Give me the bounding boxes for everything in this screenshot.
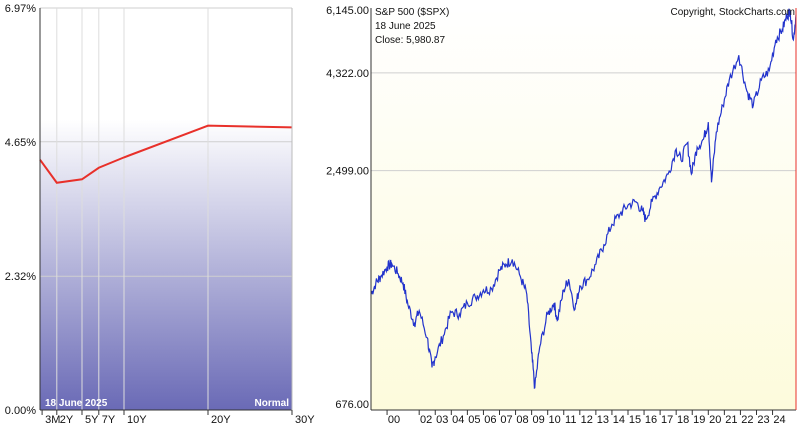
- sp500-date-label: 18 June 2025: [375, 21, 436, 32]
- sp500-x-tick-label: 05: [468, 414, 480, 426]
- sp500-x-tick-label: 08: [516, 414, 528, 426]
- yield-x-tick-label: 30Y: [295, 414, 315, 426]
- yield-curve-panel: 6.97% 4.65% 2.32% 0.00% 3M 2Y 5Y 7Y 10Y 20Y 30Y 1…: [5, 3, 315, 426]
- sp500-title: S&P 500 ($SPX): [375, 7, 449, 18]
- sp500-x-tick-label: 13: [597, 414, 609, 426]
- yield-y-tick-label: 6.97%: [5, 3, 36, 15]
- yield-x-tick-label: 20Y: [211, 414, 231, 426]
- yield-x-axis-ticks: 3M 2Y 5Y 7Y 10Y 20Y 30Y: [41, 410, 315, 426]
- sp500-x-tick-label: 02: [420, 414, 432, 426]
- sp500-x-tick-label: 23: [757, 414, 769, 426]
- sp500-y-tick-label: 2,499.00: [326, 166, 369, 178]
- yield-x-tick-label: 2Y: [60, 414, 74, 426]
- sp500-y-axis-ticks: 6,145.00 4,322.00 2,499.00 676.00: [326, 5, 369, 411]
- sp500-gridlines: [371, 72, 796, 172]
- sp500-x-tick-label: 22: [741, 414, 753, 426]
- sp500-x-tick-label: 21: [725, 414, 737, 426]
- yield-x-tick-label: 5Y: [85, 414, 99, 426]
- sp500-x-tick-label: 14: [613, 414, 625, 426]
- sp500-x-tick-label: 07: [500, 414, 512, 426]
- sp500-x-tick-label: 18: [677, 414, 689, 426]
- yield-x-tick-label: 10Y: [127, 414, 147, 426]
- sp500-plot-background: [371, 8, 796, 410]
- sp500-y-tick-label: 6,145.00: [326, 5, 369, 17]
- yield-curve-line: [39, 124, 293, 184]
- yield-y-tick-label: 0.00%: [5, 405, 36, 417]
- sp500-x-tick-label: 00: [388, 414, 400, 426]
- sp500-x-tick-label: 12: [581, 414, 593, 426]
- yield-x-tick-label: 7Y: [102, 414, 116, 426]
- sp500-x-tick-label: 03: [436, 414, 448, 426]
- yield-plot-top-background: [40, 8, 292, 120]
- yield-y-tick-label: 2.32%: [5, 271, 36, 283]
- yield-y-tick-label: 4.65%: [5, 137, 36, 149]
- sp500-x-tick-label: 20: [709, 414, 721, 426]
- sp500-close-label: Close: 5,980.87: [375, 35, 445, 46]
- yield-date-label: 18 June 2025: [45, 398, 108, 409]
- sp500-x-axis-ticks: 00 02 03 04 05 06 07 08 09 10 11 12 13 14 15 16 17 18 19 20…: [386, 410, 786, 426]
- sp500-x-tick-label: 10: [549, 414, 561, 426]
- sp500-x-tick-label: 17: [661, 414, 673, 426]
- sp500-x-tick-label: 15: [629, 414, 641, 426]
- yield-plot-background: [40, 120, 292, 410]
- sp500-x-tick-label: 16: [645, 414, 657, 426]
- sp500-x-tick-label: 06: [484, 414, 496, 426]
- sp500-x-tick-label: 09: [532, 414, 544, 426]
- sp500-x-tick-label: 11: [565, 414, 576, 426]
- sp500-x-tick-label: 24: [773, 414, 785, 426]
- sp500-y-tick-label: 676.00: [335, 399, 369, 411]
- yield-y-axis-ticks: 6.97% 4.65% 2.32% 0.00%: [5, 3, 36, 417]
- yield-x-tick-label: 3M: [45, 414, 60, 426]
- sp500-price-line: [370, 8, 797, 390]
- sp500-x-tick-label: 19: [693, 414, 705, 426]
- copyright-label: Copyright, StockCharts.com: [671, 7, 796, 18]
- sp500-y-tick-label: 4,322.00: [326, 68, 369, 80]
- yield-shape-label: Normal: [255, 398, 290, 409]
- sp500-x-tick-label: 04: [452, 414, 464, 426]
